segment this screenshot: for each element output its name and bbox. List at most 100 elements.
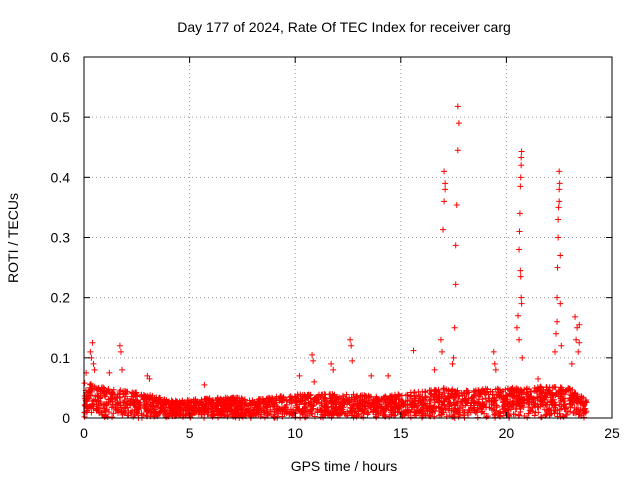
baseline-point (109, 403, 116, 410)
baseline-point (239, 396, 246, 403)
baseline-point (506, 391, 513, 398)
data-point (491, 360, 498, 367)
baseline-point (357, 401, 364, 408)
data-point (431, 366, 438, 373)
baseline-point (463, 399, 470, 406)
baseline-point (546, 411, 553, 418)
data-point (441, 198, 448, 205)
chart-title: Day 177 of 2024, Rate Of TEC Index for r… (177, 19, 511, 35)
baseline-point (332, 408, 339, 415)
baseline-point (393, 396, 400, 403)
baseline-point (172, 411, 179, 418)
data-point (575, 348, 582, 355)
baseline-point (352, 407, 359, 414)
baseline-point (574, 395, 581, 402)
baseline-point (492, 410, 499, 417)
data-point (349, 357, 356, 364)
data-point (516, 246, 523, 253)
baseline-point (491, 411, 498, 418)
baseline-point (392, 399, 399, 406)
baseline-point (577, 400, 584, 407)
baseline-point (95, 385, 102, 392)
baseline-point (332, 396, 339, 403)
baseline-point (563, 403, 570, 410)
baseline-point (367, 404, 374, 411)
y-tick-label: 0.2 (51, 290, 71, 306)
baseline-point (233, 401, 240, 408)
baseline-point (448, 402, 455, 409)
baseline-point (516, 411, 523, 418)
baseline-point (348, 412, 355, 419)
axis-ticks (83, 56, 613, 419)
baseline-point (122, 393, 129, 400)
baseline-point (395, 391, 402, 398)
baseline-point (480, 401, 487, 408)
baseline-point (529, 404, 536, 411)
baseline-point (562, 387, 569, 394)
baseline-point (456, 392, 463, 399)
baseline-point (102, 393, 109, 400)
data-point (451, 324, 458, 331)
baseline-point (434, 394, 441, 401)
baseline-point (567, 389, 574, 396)
data-point (518, 300, 525, 307)
baseline-point (128, 409, 135, 416)
baseline-point (514, 386, 521, 393)
baseline-point (462, 402, 469, 409)
baseline-point (102, 407, 109, 414)
baseline-point (543, 408, 550, 415)
baseline-point (296, 407, 303, 414)
data-point (576, 321, 583, 328)
baseline-point (210, 397, 217, 404)
data-point (516, 336, 523, 343)
baseline-point (557, 413, 564, 420)
baseline-point (89, 385, 96, 392)
baseline-point (428, 407, 435, 414)
data-point (551, 348, 558, 355)
baseline-point (540, 395, 547, 402)
baseline-point (299, 409, 306, 416)
data-point (328, 360, 335, 367)
baseline-point (463, 396, 470, 403)
baseline-point (129, 400, 136, 407)
baseline-point (311, 413, 318, 420)
baseline-point (442, 405, 449, 412)
baseline-point (408, 401, 415, 408)
baseline-point (271, 397, 278, 404)
data-point (385, 372, 392, 379)
baseline-point (486, 397, 493, 404)
baseline-point (510, 411, 517, 418)
baseline-point (90, 397, 97, 404)
baseline-point (553, 389, 560, 396)
baseline-point (87, 381, 94, 388)
baseline-point (308, 410, 315, 417)
data-point (515, 312, 522, 319)
data-point (117, 348, 124, 355)
data-point (90, 360, 97, 367)
baseline-point (529, 408, 536, 415)
baseline-point (582, 397, 589, 404)
baseline-point (389, 397, 396, 404)
baseline-point (581, 400, 588, 407)
data-point (368, 372, 375, 379)
baseline-point (302, 404, 309, 411)
baseline-point (124, 404, 131, 411)
baseline-point (223, 401, 230, 408)
baseline-point (402, 403, 409, 410)
baseline-point (290, 406, 297, 413)
data-point (441, 168, 448, 175)
baseline-point (248, 410, 255, 417)
baseline-point (195, 405, 202, 412)
baseline-point (561, 398, 568, 405)
data-point (516, 210, 523, 217)
baseline-point (455, 406, 462, 413)
baseline-point (551, 399, 558, 406)
baseline-point (382, 412, 389, 419)
baseline-point (125, 408, 132, 415)
baseline-point (239, 409, 246, 416)
baseline-point (435, 399, 442, 406)
y-tick-label: 0.1 (51, 350, 71, 366)
data-point (554, 294, 561, 301)
baseline-point (428, 387, 435, 394)
baseline-point (107, 399, 114, 406)
